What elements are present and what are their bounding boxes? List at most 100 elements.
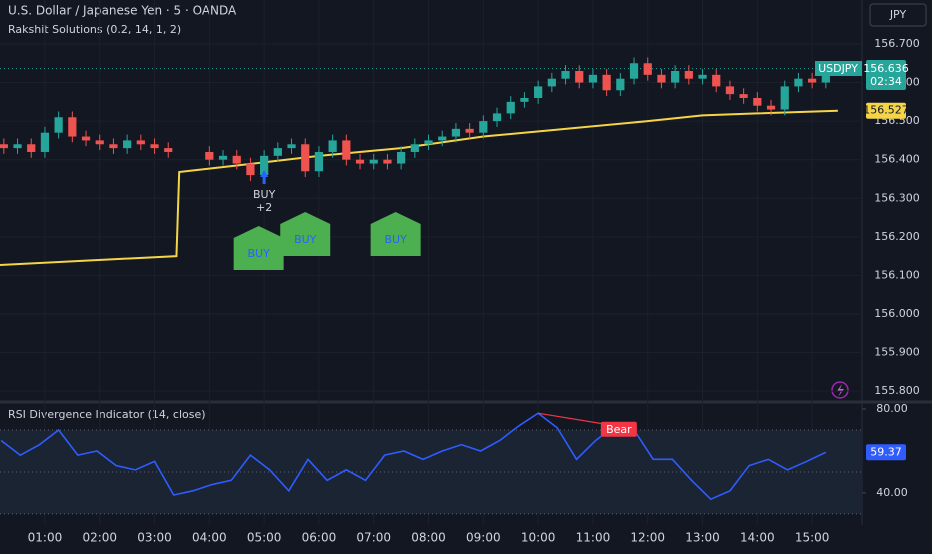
candle-body <box>205 151 214 160</box>
candle-body <box>629 63 639 79</box>
rsi-value: 59.37 <box>870 445 902 458</box>
buy-signal-label: BUY <box>294 233 317 246</box>
candle-body <box>808 78 817 83</box>
alert-icon[interactable] <box>831 381 849 399</box>
alert-bolt <box>837 384 844 397</box>
candle-body <box>547 78 556 87</box>
candle-body <box>123 140 132 149</box>
buy-signal-label: BUY <box>247 247 270 260</box>
buy-arrow <box>260 170 269 184</box>
symbol-tag <box>815 61 862 76</box>
currency-button[interactable] <box>869 3 927 27</box>
candle-body <box>287 144 296 149</box>
candle-body <box>438 136 447 141</box>
candle-body <box>314 151 324 172</box>
y-tick-label: 80.00 <box>876 402 908 415</box>
x-tick-label: 05:00 <box>247 531 282 545</box>
y-tick-label: 156.700 <box>874 37 920 50</box>
candle-body <box>109 144 118 149</box>
trend-tag <box>866 102 906 119</box>
candle-body <box>13 144 22 149</box>
candle-body <box>451 128 461 137</box>
candle-body <box>561 70 570 79</box>
candle-body <box>218 155 228 160</box>
candle-body <box>588 74 598 83</box>
candle-body <box>506 101 515 114</box>
candle-body <box>725 86 735 95</box>
rsi-band <box>0 429 862 514</box>
candle-body <box>246 163 255 176</box>
x-tick-label: 15:00 <box>795 531 830 545</box>
candle-body <box>301 144 310 172</box>
x-tick-label: 02:00 <box>82 531 117 545</box>
price-tag <box>866 60 906 90</box>
candle-body <box>355 159 365 164</box>
candle-body <box>465 128 474 133</box>
x-tick-label: 14:00 <box>740 531 775 545</box>
countdown: 02:34 <box>870 75 902 88</box>
bear-tag <box>600 421 637 437</box>
y-tick-label: 156.200 <box>874 230 920 243</box>
candle-body <box>753 97 762 106</box>
candle-body <box>766 105 776 110</box>
candle-body <box>397 151 406 164</box>
candle-body <box>54 117 63 133</box>
candle-body <box>575 70 584 83</box>
candle-body <box>602 74 611 91</box>
candle-body <box>534 86 543 98</box>
y-tick-label: 155.800 <box>874 384 920 397</box>
candle-body <box>369 159 378 164</box>
y-tick-label: 40.00 <box>876 486 908 499</box>
buy-label: BUY <box>253 188 276 201</box>
x-tick-label: 08:00 <box>411 531 446 545</box>
candle-body <box>643 63 652 75</box>
y-tick-label: 156.300 <box>874 191 920 204</box>
candle-body <box>232 155 241 164</box>
y-tick-label: 156.100 <box>874 268 920 281</box>
bear-label: Bear <box>606 423 632 436</box>
candle-body <box>40 132 50 152</box>
y-tick-label: 156.400 <box>874 153 920 166</box>
buy-signal-label: BUY <box>384 233 407 246</box>
trend-value: 156.527 <box>863 104 909 117</box>
candle-body <box>671 70 680 83</box>
candle-body <box>150 144 159 149</box>
buy-count: +2 <box>256 201 272 214</box>
x-tick-label: 07:00 <box>356 531 391 545</box>
candle-body <box>684 70 693 79</box>
current-price: 156.636 <box>863 62 909 75</box>
candle-body <box>95 140 104 145</box>
candle-body <box>698 74 707 79</box>
buy-signal-box <box>280 212 331 256</box>
candle-body <box>520 97 529 102</box>
candle-body <box>260 155 269 176</box>
currency-label[interactable]: JPY <box>889 8 907 21</box>
x-tick-label: 06:00 <box>302 531 337 545</box>
buy-signal-box <box>233 226 284 270</box>
candle-body <box>410 144 419 152</box>
x-tick-label: 11:00 <box>576 531 611 545</box>
x-tick-label: 10:00 <box>521 531 556 545</box>
candle-body <box>383 159 392 164</box>
buy-signal-box <box>370 212 421 256</box>
candle-body <box>68 117 77 137</box>
candle-body <box>616 78 625 91</box>
candle-body <box>164 148 173 152</box>
rsi-value-tag <box>866 444 906 461</box>
chart-title: U.S. Dollar / Japanese Yen · 5 · OANDA <box>8 4 237 18</box>
candle-body <box>739 94 748 98</box>
x-tick-label: 04:00 <box>192 531 227 545</box>
candle-body <box>780 86 789 110</box>
candle-body <box>273 148 282 156</box>
candle-body <box>342 140 351 160</box>
y-tick-label: 155.900 <box>874 346 920 359</box>
candle-body <box>794 78 803 87</box>
candle-body <box>328 140 337 152</box>
candle-body <box>712 74 721 87</box>
rsi-title: RSI Divergence Indicator (14, close) <box>8 408 206 421</box>
x-tick-label: 09:00 <box>466 531 501 545</box>
candle-body <box>424 140 433 145</box>
candle-body <box>657 74 666 83</box>
rsi-line <box>0 412 827 501</box>
